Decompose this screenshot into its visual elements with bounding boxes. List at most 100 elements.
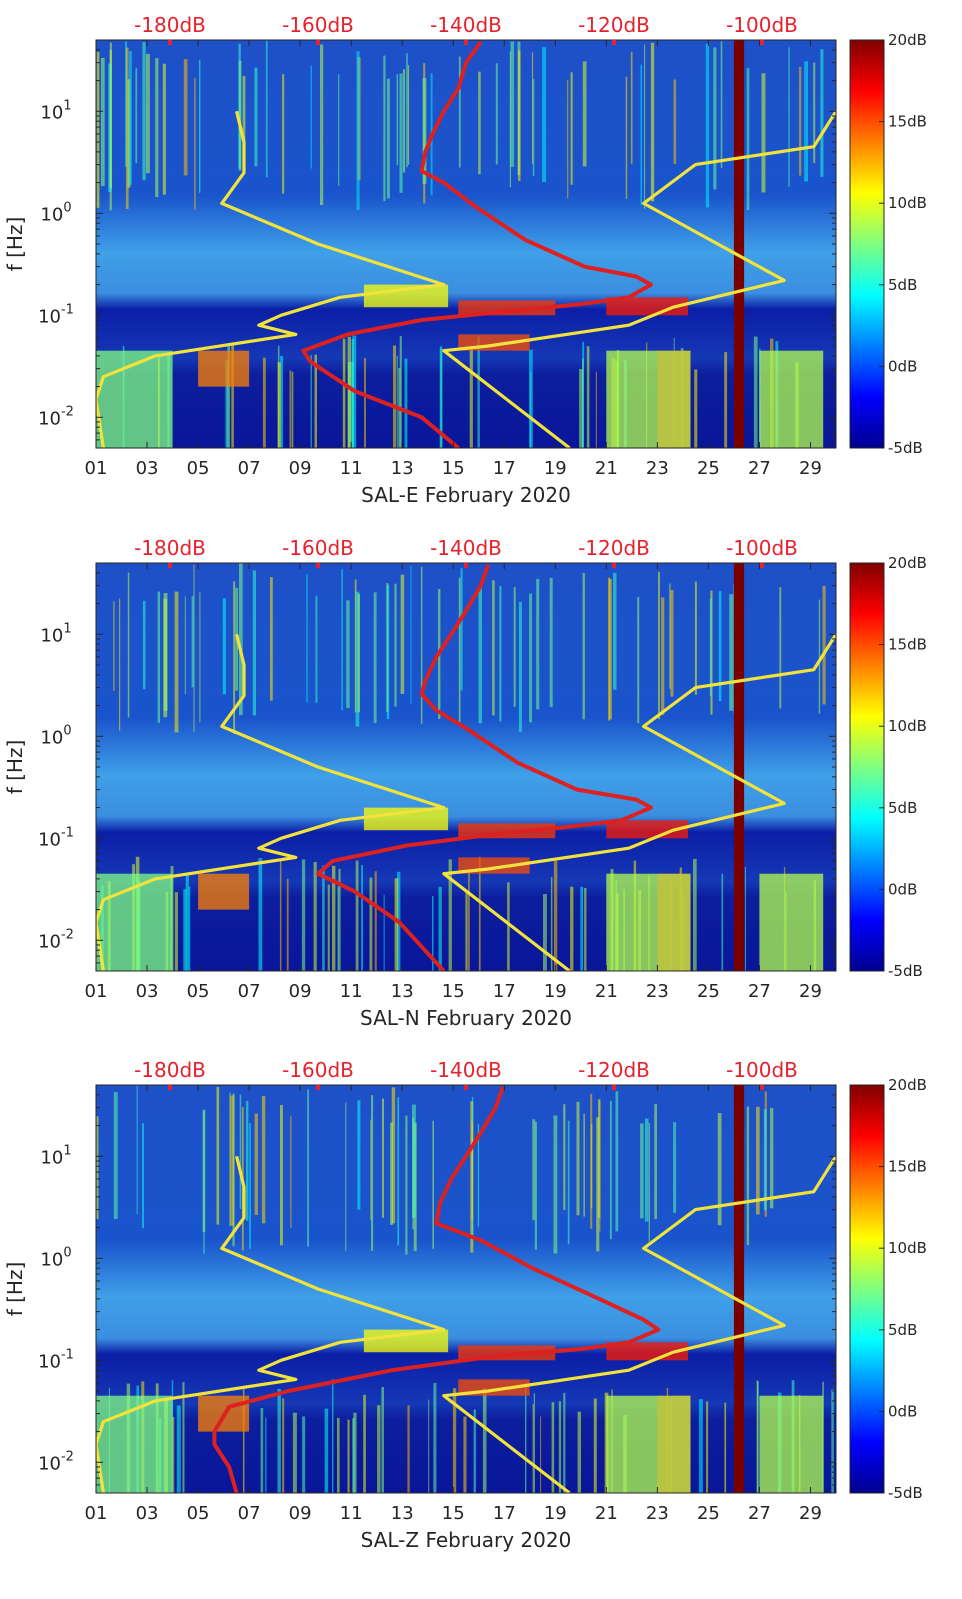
nhnm-curve xyxy=(442,633,836,971)
psd-axis-label: -120dB xyxy=(578,536,650,560)
y-tick-label: 10-1 xyxy=(38,825,74,850)
colorbar-tick-label: 5dB xyxy=(888,1321,917,1339)
x-tick-label: 13 xyxy=(391,1503,414,1524)
colorbar-tick-label: 15dB xyxy=(888,113,927,131)
x-tick-label: 23 xyxy=(646,458,669,479)
y-tick-label: 10-2 xyxy=(38,404,74,429)
psd-axis-label: -120dB xyxy=(578,1058,650,1082)
y-tick-label: 10-1 xyxy=(38,1347,74,1372)
colorbar-tick-label: 20dB xyxy=(888,554,927,572)
psd-axis-tick xyxy=(168,563,172,568)
x-tick-label: 03 xyxy=(136,458,159,479)
x-tick-label: 27 xyxy=(748,458,771,479)
y-tick-label: 100 xyxy=(40,723,71,748)
x-tick-label: 07 xyxy=(238,981,261,1002)
psd-axis-tick xyxy=(612,40,616,45)
x-tick-label: 01 xyxy=(85,1503,108,1524)
x-tick-label: 07 xyxy=(238,458,261,479)
data-gap-band xyxy=(733,1085,745,1493)
colorbar-tick-label: 10dB xyxy=(888,717,927,735)
colorbar-tick-label: 15dB xyxy=(888,636,927,654)
colorbar-tick-label: 0dB xyxy=(888,880,917,898)
psd-axis-label: -180dB xyxy=(134,13,206,37)
x-tick-label: 17 xyxy=(493,981,516,1002)
psd-axis-tick xyxy=(316,1085,320,1090)
data-gap-band xyxy=(733,40,745,448)
nlnm-curve xyxy=(96,1155,446,1493)
x-tick-label: 27 xyxy=(748,981,771,1002)
colorbar-tick-label: 10dB xyxy=(888,1239,927,1257)
spectrogram-texture xyxy=(96,40,824,448)
nhnm-curve xyxy=(442,1155,836,1493)
psd-axis-label: -160dB xyxy=(282,13,354,37)
x-tick-label: 19 xyxy=(544,1503,567,1524)
x-tick-label: 15 xyxy=(442,981,465,1002)
colorbar-tick-label: 20dB xyxy=(888,31,927,49)
x-tick-label: 19 xyxy=(544,981,567,1002)
x-tick-label: 03 xyxy=(136,1503,159,1524)
curve-layer xyxy=(96,564,836,971)
x-tick-label: 27 xyxy=(748,1503,771,1524)
spectrogram-texture xyxy=(96,1085,834,1493)
psd-axis-tick xyxy=(316,563,320,568)
psd-axis-tick xyxy=(168,1085,172,1090)
psd-axis-label: -160dB xyxy=(282,536,354,560)
psd-curve xyxy=(301,40,653,448)
x-tick-label: 13 xyxy=(391,981,414,1002)
y-axis-label: f [Hz] xyxy=(3,217,27,272)
y-tick-label: 10-2 xyxy=(38,1449,74,1474)
colorbar-tick-label: 20dB xyxy=(888,1076,927,1094)
data-gap-band xyxy=(733,563,745,971)
x-tick-label: 05 xyxy=(187,1503,210,1524)
x-tick-label: 09 xyxy=(289,458,312,479)
x-tick-label: 13 xyxy=(391,458,414,479)
psd-axis-tick xyxy=(760,1085,764,1090)
colorbar-tick-label: 0dB xyxy=(888,1402,917,1420)
y-tick-label: 101 xyxy=(40,621,71,646)
colorbar-tick-label: 5dB xyxy=(888,799,917,817)
x-tick-label: 11 xyxy=(340,1503,363,1524)
nlnm-curve xyxy=(96,110,446,448)
x-tick-label: 09 xyxy=(289,1503,312,1524)
psd-axis-tick xyxy=(464,563,468,568)
x-tick-label: 15 xyxy=(442,1503,465,1524)
x-tick-label: 25 xyxy=(697,1503,720,1524)
x-tick-label: 21 xyxy=(595,1503,618,1524)
psd-axis-tick xyxy=(760,563,764,568)
y-tick-label: 10-1 xyxy=(38,302,74,327)
psd-axis-label: -140dB xyxy=(430,13,502,37)
x-axis-label: SAL-E February 2020 xyxy=(361,483,571,507)
x-tick-label: 11 xyxy=(340,981,363,1002)
x-axis-label: SAL-Z February 2020 xyxy=(361,1528,572,1552)
spectrogram-panel: 01 03 05 07 09 11 13 15 17 19 21 23 25 27 29 SAL-E Febr… xyxy=(3,13,927,507)
colorbar-tick-label: -5dB xyxy=(888,439,923,457)
x-tick-label: 17 xyxy=(493,458,516,479)
colorbar-tick-label: 15dB xyxy=(888,1158,927,1176)
x-tick-label: 17 xyxy=(493,1503,516,1524)
psd-axis-tick xyxy=(760,40,764,45)
y-tick-label: 101 xyxy=(40,98,71,123)
x-tick-label: 25 xyxy=(697,458,720,479)
psd-axis-label: -120dB xyxy=(578,13,650,37)
x-tick-label: 21 xyxy=(595,981,618,1002)
x-axis-label: SAL-N February 2020 xyxy=(360,1006,572,1030)
spectrogram-texture xyxy=(96,563,836,971)
x-tick-label: 29 xyxy=(799,1503,822,1524)
x-tick-label: 23 xyxy=(646,981,669,1002)
nhnm-curve xyxy=(442,110,836,448)
psd-axis-tick xyxy=(168,40,172,45)
psd-axis-tick xyxy=(316,40,320,45)
curve-layer xyxy=(96,1086,836,1493)
psd-curve xyxy=(316,564,653,971)
y-tick-label: 10-2 xyxy=(38,927,74,952)
y-axis-label: f [Hz] xyxy=(3,1262,27,1317)
x-tick-label: 05 xyxy=(187,458,210,479)
x-tick-label: 03 xyxy=(136,981,159,1002)
colorbar-tick-label: -5dB xyxy=(888,962,923,980)
colorbar xyxy=(849,1084,885,1494)
x-tick-label: 29 xyxy=(799,458,822,479)
colorbar xyxy=(849,39,885,449)
psd-axis-label: -180dB xyxy=(134,536,206,560)
y-axis-label: f [Hz] xyxy=(3,740,27,795)
